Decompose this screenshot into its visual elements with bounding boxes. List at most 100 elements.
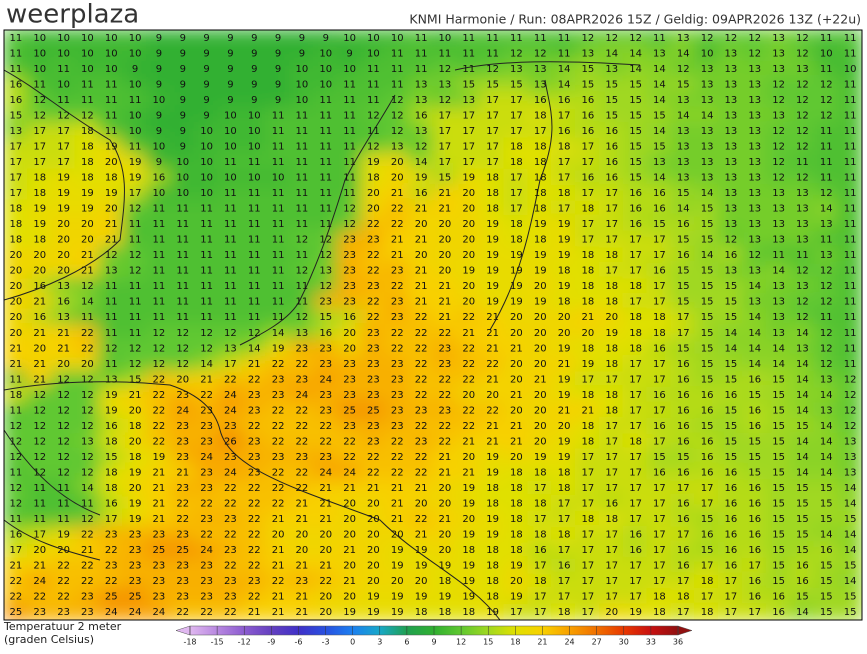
temperature-cell — [74, 122, 101, 140]
temperature-value: 9 — [156, 33, 162, 44]
temperature-cell — [384, 30, 411, 47]
colorbar-tick-label: 24 — [564, 638, 574, 647]
temperature-value: 19 — [33, 204, 46, 215]
temperature-value: 16 — [748, 576, 761, 587]
temperature-value: 21 — [582, 405, 595, 416]
temperature-value: 16 — [653, 204, 666, 215]
temperature-cell — [837, 153, 862, 171]
temperature-value: 16 — [677, 436, 690, 447]
temperature-value: 21 — [319, 514, 332, 525]
temperature-value: 20 — [462, 514, 475, 525]
temperature-cell — [813, 184, 840, 202]
temperature-cell — [241, 137, 268, 156]
temperature-cell — [455, 261, 482, 280]
temperature-value: 22 — [33, 592, 46, 603]
temperature-cell — [765, 324, 792, 342]
temperature-value: 22 — [224, 374, 237, 385]
temperature-value: 15 — [820, 499, 833, 510]
temperature-value: 13 — [701, 95, 714, 106]
temperature-value: 11 — [319, 141, 332, 152]
temperature-value: 12 — [534, 48, 547, 59]
temperature-value: 18 — [558, 530, 571, 541]
temperature-cell — [765, 153, 792, 171]
temperature-value: 22 — [176, 607, 189, 618]
temperature-value: 21 — [415, 266, 428, 277]
temperature-value: 17 — [558, 110, 571, 121]
temperature-value: 10 — [367, 48, 380, 59]
temperature-value: 20 — [367, 514, 380, 525]
temperature-value: 9 — [203, 95, 209, 106]
temperature-value: 13 — [677, 126, 690, 137]
temperature-cell — [551, 106, 577, 125]
temperature-value: 11 — [81, 499, 94, 510]
temperature-value: 23 — [415, 405, 428, 416]
temperature-value: 20 — [105, 204, 118, 215]
temperature-cell — [336, 122, 363, 140]
temperature-value: 17 — [486, 126, 499, 137]
temperature-value: 17 — [725, 607, 738, 618]
temperature-value: 13 — [796, 204, 809, 215]
temperature-cell — [741, 230, 768, 249]
temperature-cell — [646, 308, 673, 326]
temperature-value: 15 — [629, 157, 642, 168]
temperature-value: 20 — [57, 266, 70, 277]
temperature-value: 21 — [439, 204, 452, 215]
temperature-value: 20 — [439, 483, 452, 494]
temperature-cell — [646, 230, 673, 249]
temperature-value: 22 — [57, 576, 70, 587]
temperature-value: 18 — [33, 235, 46, 246]
temperature-cell — [765, 137, 792, 156]
temperature-value: 13 — [820, 219, 833, 230]
temperature-cell — [336, 168, 363, 187]
temperature-value: 21 — [439, 312, 452, 323]
temperature-value: 21 — [391, 514, 404, 525]
temperature-cell — [622, 106, 649, 125]
temperature-value: 11 — [820, 141, 833, 152]
temperature-value: 11 — [272, 281, 285, 292]
temperature-value: 20 — [558, 328, 571, 339]
temperature-value: 23 — [176, 592, 189, 603]
temperature-cell — [598, 215, 625, 233]
temperature-cell — [455, 184, 482, 202]
temperature-value: 13 — [439, 79, 452, 90]
temperature-cell — [408, 44, 434, 63]
temperature-value: 11 — [439, 48, 452, 59]
temperature-value: 12 — [81, 468, 94, 479]
temperature-cell — [789, 292, 816, 311]
temperature-value: 13 — [844, 452, 857, 463]
temperature-value: 9 — [227, 48, 233, 59]
temperature-value: 11 — [296, 110, 309, 121]
temperature-value: 11 — [415, 33, 428, 44]
temperature-cell — [217, 91, 244, 109]
temperature-value: 22 — [272, 421, 285, 432]
temperature-value: 12 — [439, 64, 452, 75]
temperature-value: 18 — [510, 545, 523, 556]
temperature-value: 11 — [391, 48, 404, 59]
temperature-value: 22 — [439, 390, 452, 401]
temperature-value: 15 — [772, 483, 785, 494]
temperature-value: 17 — [462, 126, 475, 137]
colorbar-tick-label: 9 — [431, 638, 436, 647]
temperature-value: 19 — [415, 592, 428, 603]
temperature-value: 22 — [248, 499, 261, 510]
temperature-value: 18 — [629, 328, 642, 339]
temperature-value: 15 — [605, 95, 618, 106]
temperature-cell — [289, 199, 315, 218]
temperature-value: 10 — [248, 141, 261, 152]
temperature-value: 14 — [81, 297, 94, 308]
temperature-value: 19 — [105, 188, 118, 199]
temperature-cell — [360, 75, 387, 94]
temperature-value: 18 — [677, 592, 690, 603]
temperature-cell — [193, 215, 220, 233]
temperature-value: 15 — [725, 281, 738, 292]
temperature-cell — [146, 30, 172, 47]
temperature-value: 13 — [296, 328, 309, 339]
temperature-value: 23 — [105, 530, 118, 541]
temperature-cell — [74, 199, 101, 218]
temperature-value: 17 — [653, 576, 666, 587]
temperature-value: 24 — [153, 607, 166, 618]
temperature-cell — [789, 246, 816, 264]
temperature-value: 16 — [105, 499, 118, 510]
temperature-value: 16 — [748, 499, 761, 510]
temperature-cell — [360, 324, 387, 342]
